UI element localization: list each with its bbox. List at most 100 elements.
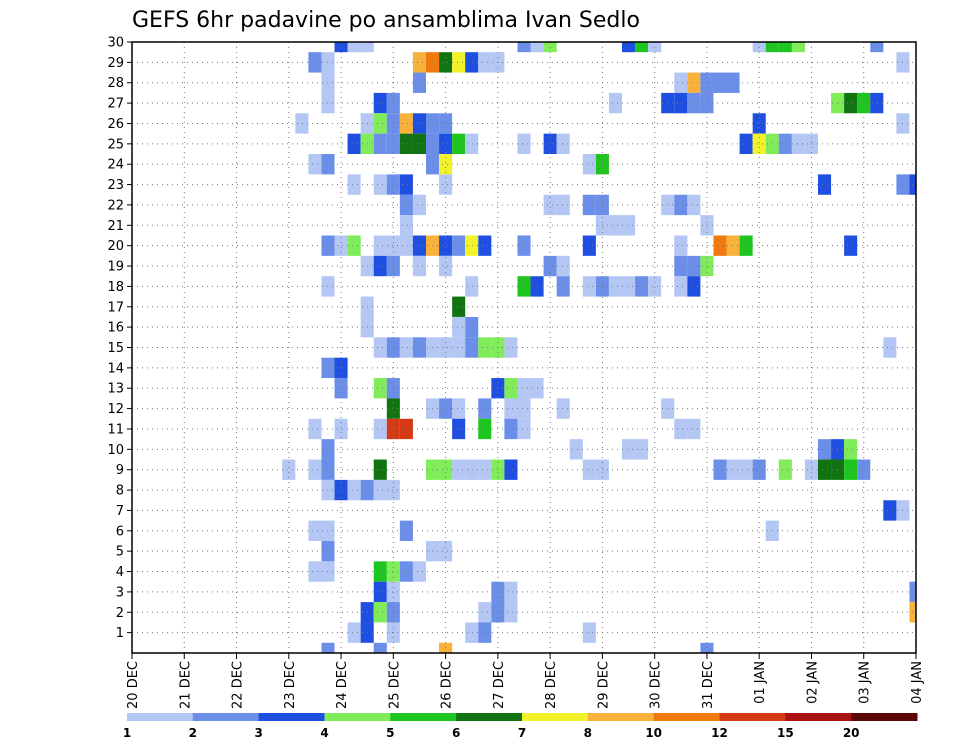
heatmap-cell bbox=[687, 276, 701, 297]
legend-swatch bbox=[192, 713, 260, 721]
heatmap-cell bbox=[687, 418, 701, 440]
heatmap-cell bbox=[439, 540, 453, 562]
y-tick-label: 15 bbox=[107, 341, 124, 356]
heatmap-cell bbox=[608, 92, 622, 114]
heatmap-cell bbox=[635, 276, 649, 297]
heatmap-cell bbox=[713, 459, 727, 480]
y-tick-label: 7 bbox=[116, 504, 124, 519]
heatmap-cell bbox=[622, 439, 636, 460]
heatmap-cell bbox=[582, 622, 596, 643]
y-tick-label: 23 bbox=[107, 178, 124, 193]
legend-label: 20 bbox=[843, 726, 860, 740]
heatmap-cell bbox=[465, 52, 479, 73]
heatmap-cell bbox=[713, 72, 727, 93]
heatmap-cell bbox=[517, 133, 531, 155]
heatmap-cell bbox=[582, 194, 596, 216]
x-tick-label: 23 DEC bbox=[283, 661, 298, 709]
y-tick-label: 22 bbox=[107, 198, 124, 213]
y-tick-label: 26 bbox=[107, 117, 124, 132]
heatmap-cell bbox=[517, 378, 531, 399]
heatmap-cell bbox=[373, 255, 387, 277]
heatmap-cell bbox=[726, 72, 740, 93]
heatmap-cell bbox=[452, 459, 466, 480]
heatmap-cell bbox=[452, 235, 466, 256]
heatmap-cell bbox=[465, 337, 479, 358]
heatmap-cell bbox=[739, 133, 753, 155]
heatmap-cell bbox=[412, 113, 426, 134]
heatmap-cell bbox=[412, 194, 426, 216]
heatmap-cell bbox=[399, 561, 413, 582]
heatmap-cell bbox=[543, 194, 557, 216]
x-tick-label: 03 JAN bbox=[858, 661, 873, 704]
heatmap-cell bbox=[373, 133, 387, 155]
heatmap-cell bbox=[791, 42, 805, 53]
y-tick-label: 2 bbox=[116, 606, 124, 621]
heatmap-cell bbox=[608, 276, 622, 297]
heatmap-cell bbox=[883, 500, 897, 521]
heatmap-cell bbox=[517, 235, 531, 256]
heatmap-cell bbox=[622, 215, 636, 236]
heatmap-cell bbox=[386, 113, 400, 134]
heatmap-cell bbox=[321, 642, 335, 653]
heatmap-cell bbox=[439, 255, 453, 277]
x-tick-label: 22 DEC bbox=[231, 661, 246, 709]
x-tick-label: 01 JAN bbox=[753, 661, 768, 704]
legend-label: 6 bbox=[452, 726, 460, 740]
heatmap-cell bbox=[556, 398, 570, 419]
heatmap-cell bbox=[556, 133, 570, 155]
heatmap-cell bbox=[399, 337, 413, 358]
heatmap-cell bbox=[308, 52, 322, 73]
heatmap-cell bbox=[478, 398, 492, 419]
heatmap-cell bbox=[347, 174, 361, 195]
heatmap-cell bbox=[844, 439, 858, 460]
heatmap-cell bbox=[622, 42, 636, 53]
heatmap-cell bbox=[373, 235, 387, 256]
heatmap-cell bbox=[373, 174, 387, 195]
heatmap-cell bbox=[334, 378, 348, 399]
y-tick-label: 20 bbox=[107, 239, 124, 254]
heatmap-cell bbox=[674, 418, 688, 440]
heatmap-cell bbox=[412, 561, 426, 582]
heatmap-cell bbox=[373, 642, 387, 653]
heatmap-cell bbox=[399, 215, 413, 236]
heatmap-cell bbox=[439, 174, 453, 195]
heatmap-cell bbox=[373, 581, 387, 603]
y-tick-label: 14 bbox=[107, 361, 124, 376]
heatmap-cell bbox=[386, 479, 400, 501]
legend-swatch bbox=[390, 713, 457, 721]
heatmap-cell bbox=[870, 92, 884, 114]
y-tick-label: 16 bbox=[107, 321, 124, 336]
y-tick-label: 1 bbox=[116, 626, 124, 641]
heatmap-cell bbox=[412, 235, 426, 256]
legend-label: 5 bbox=[386, 726, 394, 740]
heatmap-cell bbox=[622, 276, 636, 297]
heatmap-cell bbox=[399, 194, 413, 216]
x-tick-label: 31 DEC bbox=[701, 661, 716, 709]
heatmap-cell bbox=[386, 581, 400, 603]
heatmap-cell bbox=[582, 459, 596, 480]
heatmap-cell bbox=[373, 479, 387, 501]
y-tick-label: 6 bbox=[116, 524, 124, 539]
heatmap-cell bbox=[478, 52, 492, 73]
heatmap-cell bbox=[556, 276, 570, 297]
heatmap-cell bbox=[804, 133, 818, 155]
y-tick-label: 28 bbox=[107, 76, 124, 91]
heatmap-cell bbox=[713, 235, 727, 256]
color-legend: 1 2 3 4 5 6 7 8 10 12 15 20 bbox=[123, 713, 918, 740]
heatmap-cell bbox=[504, 581, 518, 603]
heatmap-cell bbox=[504, 602, 518, 623]
heatmap-cell bbox=[465, 235, 479, 256]
heatmap-cell bbox=[752, 133, 766, 155]
y-tick-label: 11 bbox=[107, 422, 124, 437]
heatmap-cell bbox=[543, 255, 557, 277]
heatmap-cell bbox=[517, 398, 531, 419]
heatmap-cell bbox=[582, 235, 596, 256]
heatmap-cell bbox=[386, 255, 400, 277]
heatmap-cell bbox=[504, 337, 518, 358]
heatmap-cell bbox=[399, 174, 413, 195]
y-tick-label: 9 bbox=[116, 463, 124, 478]
heatmap-cell bbox=[412, 52, 426, 73]
x-tick-label: 04 JAN bbox=[910, 661, 925, 704]
heatmap-cell bbox=[386, 235, 400, 256]
heatmap-cell bbox=[386, 133, 400, 155]
